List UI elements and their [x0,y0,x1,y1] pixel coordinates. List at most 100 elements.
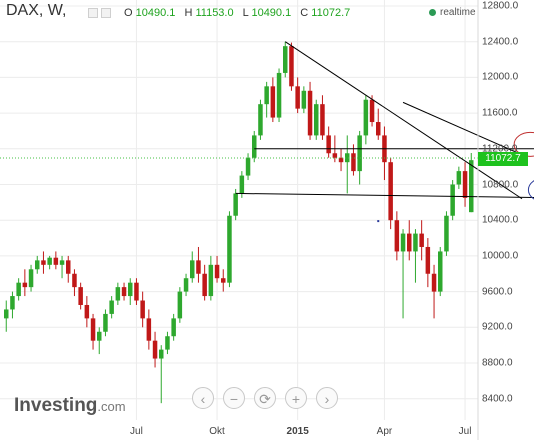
candle-body [109,300,114,314]
candle-body [16,282,21,297]
candle [400,229,406,319]
candle [16,278,21,301]
candle [28,264,34,292]
candle-body [388,162,393,221]
realtime-indicator: realtime [429,7,476,18]
candle-body [345,153,350,163]
candle [146,309,152,350]
candle-body [66,260,71,274]
candle [208,255,214,301]
candle-body [208,264,214,297]
x-tick-label: Jul [130,426,143,437]
candle-body [295,86,300,109]
candle-body [289,46,294,87]
candle [202,264,207,301]
candle [183,273,189,297]
brand-name: Investing [14,395,98,416]
y-tick-label: 12800.0 [482,0,519,12]
gridlines [0,0,478,420]
candle-body [264,86,269,105]
candle-body [134,282,139,301]
candle-body [4,309,9,319]
candle-body [326,135,331,154]
candle-body [270,86,276,118]
candle [450,180,455,221]
candle-body [72,273,77,288]
candle [66,255,71,283]
candle [369,95,375,127]
candle [152,331,158,368]
annotations [235,41,534,223]
candle-body [469,160,474,213]
candle-body [103,313,108,332]
candle [407,220,412,261]
candle [320,95,325,140]
candle-body [202,273,207,297]
candle-body [221,278,226,283]
reset-button[interactable]: ⟳ [254,387,276,409]
candle [431,264,437,319]
candle-body [276,72,282,118]
candle [196,246,201,283]
expand-icon[interactable] [101,8,111,19]
candle-body [165,336,170,350]
candle [444,211,449,256]
candle [35,255,40,274]
chart-settings-icons[interactable] [88,7,114,19]
y-tick-label: 10000.0 [482,250,519,262]
candle-body [419,233,424,247]
candle [109,296,114,319]
candle-body [283,46,288,73]
candle-body [351,153,356,172]
candle-body [338,157,344,163]
blue-ellipse-marker[interactable] [527,178,534,202]
candle [307,81,313,140]
candle [314,99,319,140]
ohlc-readout: O 10490.1 H 11153.0 L 10490.1 C 11072.7 [124,7,356,19]
candle-body [146,318,152,341]
candle-body [59,260,65,265]
candle-body [413,233,418,252]
brand-domain: .com [97,399,126,414]
candle [419,220,424,261]
zoom-out-button[interactable]: − [223,387,245,409]
red-ellipse-marker[interactable] [513,131,534,157]
scroll-left-button[interactable]: ‹ [192,387,214,409]
x-tick-label: Apr [376,426,393,437]
candle-body [35,260,40,270]
candle-body [90,318,96,341]
y-tick-label: 8400.0 [482,393,513,405]
candle [22,269,28,297]
candle [363,95,369,145]
realtime-dot-icon [429,8,436,16]
y-tick-label: 9600.0 [482,286,513,298]
trendline[interactable] [402,101,523,156]
x-tick-label: Okt [209,426,225,437]
candle-body [314,104,319,136]
trendline[interactable] [284,41,523,200]
scroll-right-button[interactable]: › [316,387,338,409]
candle [134,278,139,305]
candle-body [245,157,251,176]
candle-body [121,287,127,297]
candle-body [332,153,338,158]
candle [338,148,344,172]
y-tick-label: 12400.0 [482,36,519,48]
candle [376,108,381,140]
candle [159,345,164,404]
candle [270,77,276,123]
candle [382,126,387,181]
y-tick-label: 8800.0 [482,357,513,369]
settings-icon[interactable] [88,8,98,19]
candle-body [152,340,158,359]
candle [345,135,350,194]
candle-body [456,171,462,185]
candle-body [400,233,406,252]
horizontal-level-line[interactable] [235,192,534,198]
candle [128,278,133,305]
candle-body [53,257,59,265]
candle [59,255,65,279]
zoom-in-button[interactable]: + [285,387,307,409]
candle-body [177,291,183,319]
